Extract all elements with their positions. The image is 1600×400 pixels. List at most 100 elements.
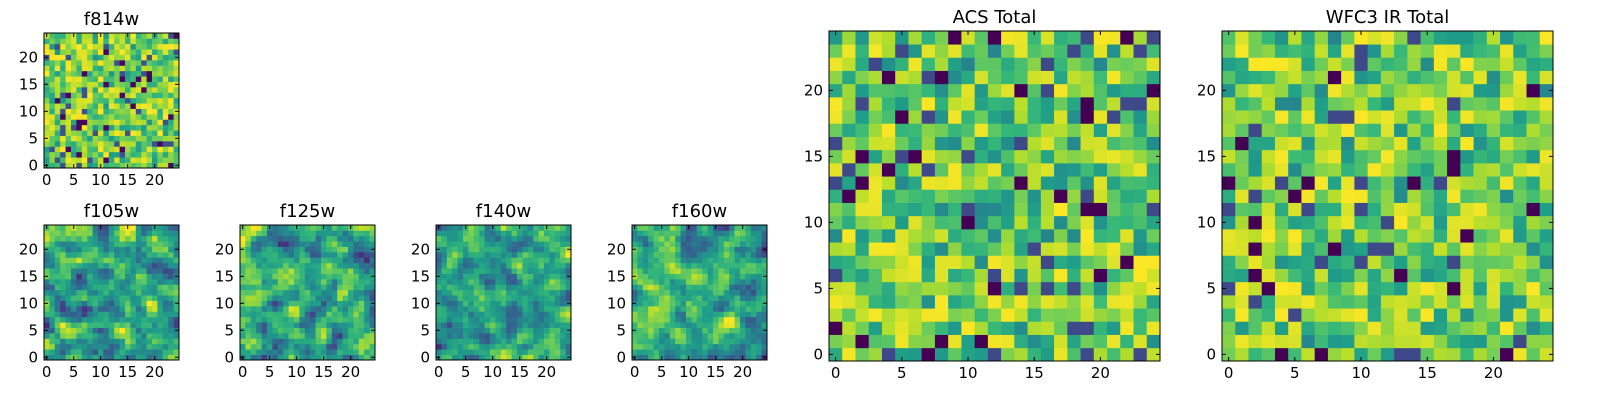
heatmap-cell — [76, 300, 83, 307]
heatmap-cell — [560, 316, 566, 323]
heatmap-cell — [446, 252, 453, 258]
heatmap-cell — [1341, 136, 1355, 151]
heatmap-cell — [294, 295, 300, 301]
heatmap-cell — [1447, 163, 1461, 177]
heatmap-cell — [49, 146, 56, 153]
heatmap-cell — [452, 333, 458, 339]
heatmap-cell — [675, 343, 681, 350]
heatmap-cell — [934, 149, 949, 164]
heatmap-cell — [1146, 136, 1161, 151]
heatmap-cell — [162, 235, 169, 242]
heatmap-cell — [713, 295, 719, 301]
heatmap-cell — [1447, 255, 1461, 269]
heatmap-cell — [538, 241, 545, 247]
heatmap-cell — [495, 295, 502, 301]
heatmap-cell — [729, 300, 735, 307]
heatmap-cell — [1093, 268, 1108, 283]
heatmap-cell — [648, 225, 654, 231]
heatmap-cell — [245, 289, 252, 296]
heatmap-cell — [506, 300, 512, 307]
heatmap-cell — [71, 273, 77, 280]
heatmap-cell — [1248, 255, 1263, 269]
heatmap-cell — [1473, 83, 1488, 98]
heatmap-cell — [468, 262, 475, 269]
heatmap-cell — [326, 230, 333, 237]
heatmap-cell — [1301, 295, 1316, 309]
heatmap-cell — [723, 322, 730, 328]
heatmap-cell — [441, 225, 448, 231]
heatmap-cell — [71, 289, 77, 296]
heatmap-cell — [87, 124, 93, 131]
heatmap-cell — [653, 333, 660, 339]
heatmap-cell — [517, 327, 523, 334]
heatmap-cell — [446, 338, 453, 345]
heatmap-cell — [446, 322, 453, 328]
heatmap-cell — [632, 241, 638, 247]
heatmap-cell — [141, 81, 147, 88]
heatmap-cell — [702, 235, 708, 242]
heatmap-cell — [103, 141, 110, 147]
heatmap-cell — [321, 235, 327, 242]
heatmap-cell — [549, 327, 556, 334]
heatmap-cell — [934, 202, 949, 217]
heatmap-cell — [130, 273, 137, 280]
heatmap-cell — [65, 65, 72, 72]
heatmap-cell — [1040, 347, 1055, 362]
x-tick-label: 5 — [265, 363, 275, 381]
heatmap-cell — [44, 65, 50, 72]
heatmap-cell — [829, 31, 843, 45]
heatmap-cell — [1146, 281, 1161, 296]
heatmap-cell — [272, 343, 279, 350]
heatmap-cell — [745, 284, 752, 291]
heatmap-cell — [484, 262, 491, 269]
heatmap-cell — [358, 327, 365, 334]
heatmap-cell — [495, 333, 502, 339]
heatmap-cell — [1394, 215, 1408, 230]
heatmap-cell — [1380, 229, 1395, 243]
heatmap-cell — [669, 295, 676, 301]
heatmap-cell — [1235, 268, 1249, 283]
heatmap-cell — [436, 349, 442, 355]
heatmap-cell — [103, 225, 110, 231]
heatmap-cell — [554, 252, 561, 258]
heatmap-cell — [560, 257, 566, 264]
heatmap-cell — [310, 338, 316, 345]
heatmap-cell — [691, 268, 698, 274]
heatmap-cell — [1274, 334, 1289, 349]
heatmap-cell — [1080, 149, 1095, 164]
heatmap-cell — [81, 162, 88, 169]
heatmap-cell — [527, 235, 534, 242]
axes-frame — [435, 224, 572, 361]
heatmap-cell — [495, 273, 502, 280]
heatmap-cell — [1301, 123, 1316, 137]
heatmap-cell — [436, 230, 442, 237]
heatmap-cell — [1146, 44, 1161, 58]
heatmap-cell — [288, 327, 295, 334]
heatmap-cell — [1261, 123, 1276, 137]
heatmap-cell — [342, 279, 349, 285]
heatmap-cell — [1014, 189, 1028, 203]
heatmap-cell — [310, 279, 316, 285]
heatmap-cell — [522, 349, 529, 355]
heatmap-cell — [283, 257, 289, 264]
heatmap-cell — [441, 268, 448, 274]
heatmap-cell — [1001, 242, 1015, 256]
heatmap-cell — [680, 284, 687, 291]
heatmap-cell — [98, 97, 104, 104]
heatmap-cell — [125, 87, 131, 93]
heatmap-cell — [1341, 31, 1355, 45]
heatmap-cell — [256, 273, 262, 280]
heatmap-cell — [463, 327, 469, 334]
heatmap-cell — [119, 354, 126, 361]
heatmap-cell — [1301, 202, 1316, 217]
heatmap-cell — [522, 284, 529, 291]
heatmap-cell — [321, 311, 327, 318]
heatmap-cell — [842, 347, 856, 362]
heatmap-cell — [1107, 334, 1121, 349]
heatmap-cell — [473, 230, 480, 237]
heatmap-cell — [283, 311, 289, 318]
heatmap-cell — [152, 268, 158, 274]
heatmap-cell — [114, 230, 120, 237]
heatmap-cell — [54, 76, 61, 82]
heatmap-cell — [855, 176, 870, 190]
